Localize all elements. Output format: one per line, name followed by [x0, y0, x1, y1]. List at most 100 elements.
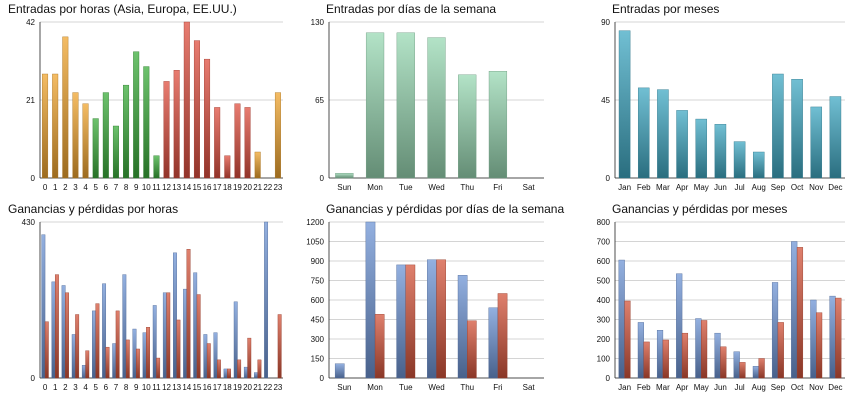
- bar: [123, 84, 130, 179]
- bar: [92, 118, 99, 179]
- bar-series-2: [257, 359, 262, 379]
- bar-series-1: [142, 332, 147, 379]
- chart-panel-pnl-by-hour: Ganancias y pérdidas por horas 0 430 0 1 2 3 4…: [0, 200, 283, 400]
- bar-series-2: [796, 247, 804, 379]
- bar-series-2: [835, 297, 842, 379]
- bar: [214, 107, 221, 179]
- bar-series-1: [233, 301, 238, 379]
- bar-series-1: [810, 299, 817, 379]
- bar-series-1: [223, 368, 228, 379]
- bar-series-1: [92, 310, 96, 379]
- y-tick-label: 400: [597, 296, 611, 305]
- bar-series-1: [122, 274, 127, 379]
- bar-series-2: [196, 294, 201, 379]
- bar: [772, 73, 784, 179]
- x-tick-label: Jan: [618, 183, 631, 192]
- bar-series-2: [720, 346, 727, 379]
- bar-series-1: [334, 363, 345, 379]
- y-tick-label: 700: [597, 238, 611, 247]
- chart-svg-pnl-by-weekday: 0 150 300 450 600 750 900 1050 1200 Sun Mon Tue Wed T…: [306, 218, 544, 392]
- bar-series-2: [65, 292, 69, 379]
- bar-series-1: [213, 332, 218, 379]
- x-tick-label: May: [694, 183, 709, 192]
- x-tick-label: Oct: [791, 383, 804, 392]
- bar-series-1: [618, 259, 625, 379]
- bar-series-2: [227, 368, 231, 379]
- bar-series-2: [277, 314, 282, 379]
- bar-series-1: [695, 318, 702, 379]
- bar-series-2: [44, 321, 49, 379]
- bar: [637, 87, 650, 179]
- x-tick-label: 2: [63, 183, 68, 192]
- bar-series-2: [624, 300, 631, 379]
- x-tick-label: Apr: [676, 183, 689, 192]
- y-tick-label: 150: [311, 355, 325, 364]
- bar-series-1: [71, 334, 76, 379]
- bar-series-1: [61, 285, 66, 379]
- x-tick-label: 14: [182, 183, 191, 192]
- bar: [204, 58, 211, 179]
- bar-series-2: [436, 259, 446, 379]
- y-tick-label: 21: [26, 96, 35, 105]
- x-tick-label: 4: [83, 183, 88, 192]
- x-tick-label: 20: [243, 383, 252, 392]
- bar-series-1: [41, 234, 46, 379]
- bar-series-1: [112, 343, 117, 379]
- x-tick-label: 3: [73, 383, 78, 392]
- chart-panel-entries-by-hour: Entradas por horas (Asia, Europa, EE.UU.…: [0, 0, 283, 200]
- x-tick-label: 17: [213, 383, 222, 392]
- bar-series-2: [166, 292, 171, 379]
- bar: [618, 30, 631, 179]
- x-tick-label: 14: [182, 383, 191, 392]
- x-tick-label: 5: [93, 383, 98, 392]
- chart-title: Ganancias y pérdidas por meses: [612, 202, 788, 216]
- bar: [657, 89, 669, 179]
- bar: [52, 73, 59, 179]
- bar-series-1: [676, 273, 683, 379]
- x-tick-label: 18: [223, 183, 232, 192]
- x-tick-label: Apr: [676, 383, 689, 392]
- bar-series-1: [752, 366, 759, 379]
- bar: [676, 110, 688, 179]
- x-tick-label: 17: [213, 183, 222, 192]
- bar: [163, 81, 170, 179]
- chart-panel-entries-by-weekday: Entradas por días de la semana 0 65 130 Sun…: [287, 0, 567, 200]
- chart-title: Ganancias y pérdidas por días de la sema…: [326, 202, 565, 216]
- bar-series-2: [643, 341, 650, 379]
- x-tick-label: 16: [203, 383, 212, 392]
- chart-panel-pnl-by-weekday: Ganancias y pérdidas por días de la sema…: [287, 200, 567, 400]
- x-tick-label: 21: [253, 383, 262, 392]
- x-tick-label: 9: [134, 183, 139, 192]
- bar: [752, 151, 765, 179]
- x-tick-label: 0: [43, 183, 48, 192]
- x-tick-label: 3: [73, 183, 78, 192]
- bar-series-2: [206, 343, 211, 379]
- bar: [274, 92, 281, 179]
- y-tick-label: 0: [31, 174, 36, 183]
- x-tick-label: Mon: [367, 383, 383, 392]
- bar: [193, 40, 200, 179]
- x-tick-label: Jan: [618, 383, 631, 392]
- bar-series-1: [254, 372, 258, 379]
- y-tick-label: 300: [597, 316, 611, 325]
- y-tick-label: 600: [311, 296, 325, 305]
- bar: [458, 74, 477, 179]
- bar-series-1: [457, 275, 468, 379]
- x-tick-label: Sat: [523, 183, 536, 192]
- x-tick-label: Sun: [337, 183, 351, 192]
- bar: [829, 96, 842, 179]
- x-tick-label: 12: [162, 183, 171, 192]
- x-tick-label: 6: [104, 183, 109, 192]
- x-tick-label: Dec: [828, 183, 842, 192]
- y-tick-label: 300: [311, 335, 325, 344]
- bar-series-1: [81, 365, 86, 379]
- x-tick-label: Mar: [656, 383, 670, 392]
- bar: [733, 141, 746, 179]
- bar-series-2: [237, 359, 242, 379]
- x-tick-label: Tue: [399, 183, 413, 192]
- x-tick-label: Jul: [734, 383, 744, 392]
- y-tick-label: 0: [320, 174, 325, 183]
- x-tick-label: 11: [152, 183, 161, 192]
- x-tick-label: 13: [172, 383, 181, 392]
